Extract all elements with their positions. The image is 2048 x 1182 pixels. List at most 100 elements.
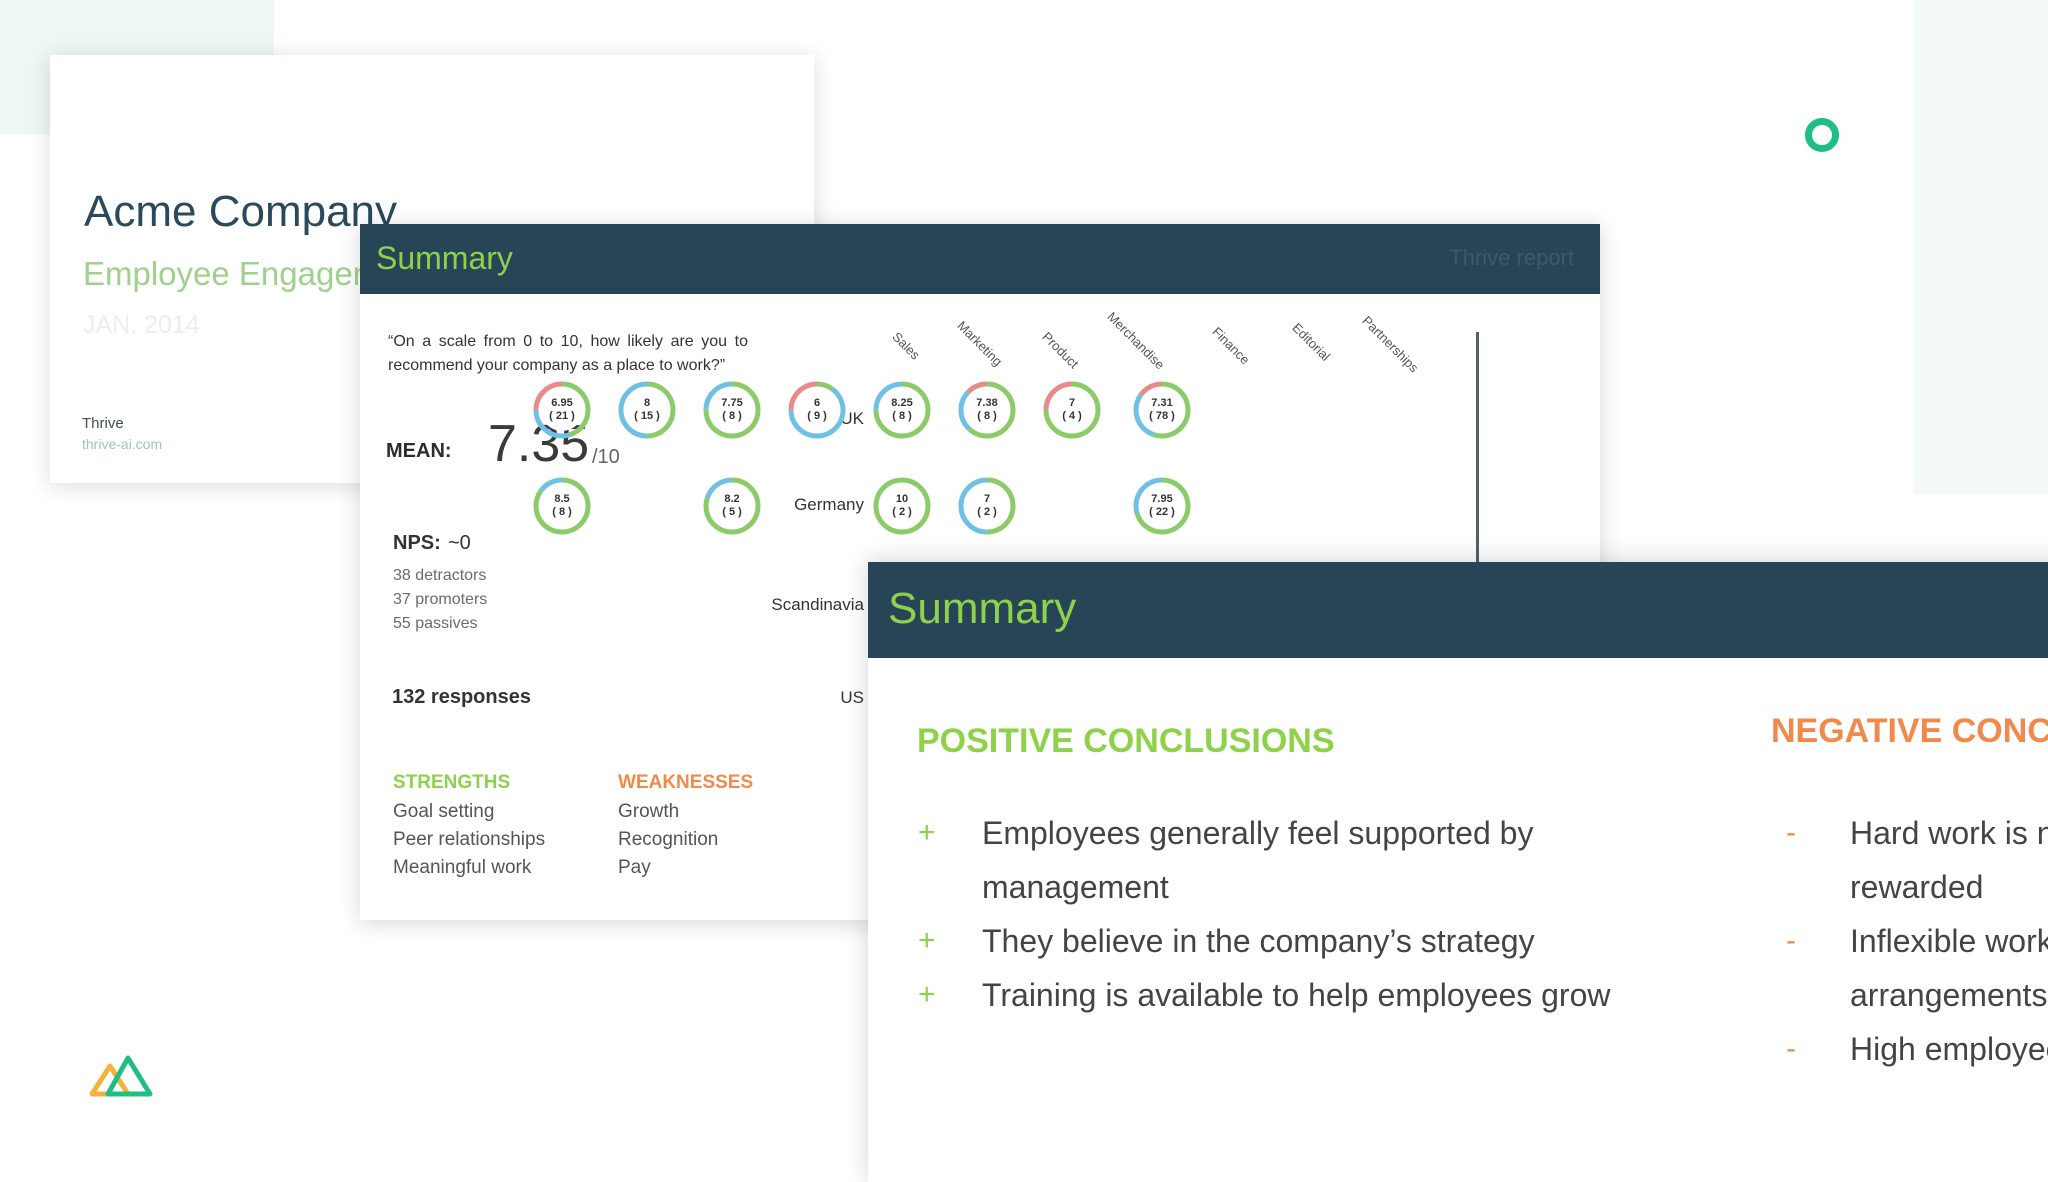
plus-icon: + [918,978,936,1011]
donut-label: 10( 2 ) [871,475,933,537]
minus-icon: - [1786,1032,1796,1065]
region-label-uk: UK [840,409,864,428]
minus-icon: - [1786,816,1796,849]
mean-denominator: /10 [592,446,620,468]
donut-segment-blue [533,381,591,439]
donut-center [966,485,1008,527]
donut-segment-red [1133,381,1191,439]
dept-label-merchandise: Merchandise [1104,309,1168,373]
donut-segment-blue [873,381,931,439]
donut-score: 7.75 [721,397,743,409]
weaknesses-list: Growth Recognition Pay [618,798,718,882]
score-donut: 8.2( 5 ) [701,475,763,537]
weakness-item: Pay [618,857,651,878]
ring-icon [1805,118,1839,152]
plus-icon: + [918,816,936,849]
donut-ring [788,381,846,439]
donut-score: 7.38 [976,397,998,409]
donut-score: 6 [813,397,821,409]
donut-score: 7 [1068,397,1076,409]
negative-heading: NEGATIVE CONCLUSIONS [1771,712,2048,750]
weakness-item: Growth [618,801,680,822]
donut-score: 8.25 [891,397,913,409]
donut-center [966,389,1008,431]
positive-item: + Employees generally feel supported by … [918,806,1610,914]
slide-header: Summary Thrive report [360,224,1600,294]
negative-item: - Inflexible work arrangements [1786,914,2048,1022]
response-count: 132 responses [392,686,531,708]
donut-ring [873,381,931,439]
donut-segment-blue [1133,381,1191,439]
donut-count: ( 8 ) [977,410,997,422]
stat-detractors: 38 detractors [393,567,487,584]
region-label-germany: Germany [794,495,864,514]
donut-label: 7.75( 8 ) [701,379,763,441]
donut-label: 7.95( 22 ) [1131,475,1193,537]
positive-heading: POSITIVE CONCLUSIONS [917,722,1335,760]
weakness-item: Recognition [618,829,719,850]
region-label-us: US [840,688,864,707]
donut-segment-blue [958,381,1016,439]
donut-count: ( 78 ) [1149,410,1175,422]
donut-count: ( 21 ) [549,410,575,422]
nps-breakdown: 38 detractors 37 promoters 55 passives [393,564,487,636]
donut-label: 7.31( 78 ) [1131,379,1193,441]
donut-label: 7.38( 8 ) [956,379,1018,441]
donut-ring [873,477,931,535]
donut-center [1141,389,1183,431]
thrive-logo-icon [89,1055,153,1097]
strength-item: Meaningful work [393,857,532,878]
stat-promoters: 37 promoters [393,591,488,608]
donut-score: 8.2 [724,493,740,505]
donut-score: 8.5 [554,493,570,505]
donut-count: ( 8 ) [892,410,912,422]
donut-ring [1043,381,1101,439]
donut-segment-red [788,381,846,439]
positive-list: + Employees generally feel supported by … [918,806,1610,1022]
donut-count: ( 2 ) [977,506,997,518]
donut-score: 7.31 [1151,397,1173,409]
donut-center [711,485,753,527]
donut-ring [533,381,591,439]
positive-text: Training is available to help employees … [982,977,1611,1013]
report-label: Thrive report [1449,245,1574,270]
donut-score: 7 [983,493,991,505]
donut-label: 6.95( 21 ) [531,379,593,441]
slide-header: Summary [868,562,2048,658]
donut-count: ( 8 ) [552,506,572,518]
donut-score: 6.95 [551,397,573,409]
donut-center [881,485,923,527]
nps-value: ~0 [448,532,471,554]
positive-item: + Training is available to help employee… [918,968,1610,1022]
score-donut: 8( 15 ) [616,379,678,441]
score-donut: 6.95( 21 ) [531,379,593,441]
mean-label: MEAN: [386,440,452,462]
slide-title: Summary [376,240,513,276]
donut-segment-red [533,381,591,439]
donut-ring [1133,477,1191,535]
donut-segment-red [1043,381,1101,439]
score-donut: 8.25( 8 ) [871,379,933,441]
dept-label-partnerships: Partnerships [1359,313,1422,376]
brand-name: Thrive [82,415,124,432]
negative-list: - Hard work is not rewarded - Inflexible… [1786,806,2048,1076]
donut-ring [703,381,761,439]
strengths-list: Goal setting Peer relationships Meaningf… [393,798,545,882]
positive-text: They believe in the company’s strategy [982,923,1535,959]
donut-ring [618,381,676,439]
score-donut: 7.38( 8 ) [956,379,1018,441]
negative-item: - Hard work is not rewarded [1786,806,2048,914]
donut-label: 6( 9 ) [786,379,848,441]
conclusions-slide[interactable]: Summary POSITIVE CONCLUSIONS NEGATIVE CO… [868,562,2048,1182]
plus-icon: + [918,924,936,957]
survey-question: “On a scale from 0 to 10, how likely are… [388,333,748,374]
donut-center [711,389,753,431]
dept-label-product: Product [1039,329,1082,372]
donut-center [1051,389,1093,431]
score-donut: 7.31( 78 ) [1131,379,1193,441]
stat-passives: 55 passives [393,615,478,632]
dept-label-finance: Finance [1209,324,1253,368]
donut-label: 7( 4 ) [1041,379,1103,441]
donut-segment-blue [703,477,761,535]
dept-label-marketing: Marketing [954,318,1006,369]
